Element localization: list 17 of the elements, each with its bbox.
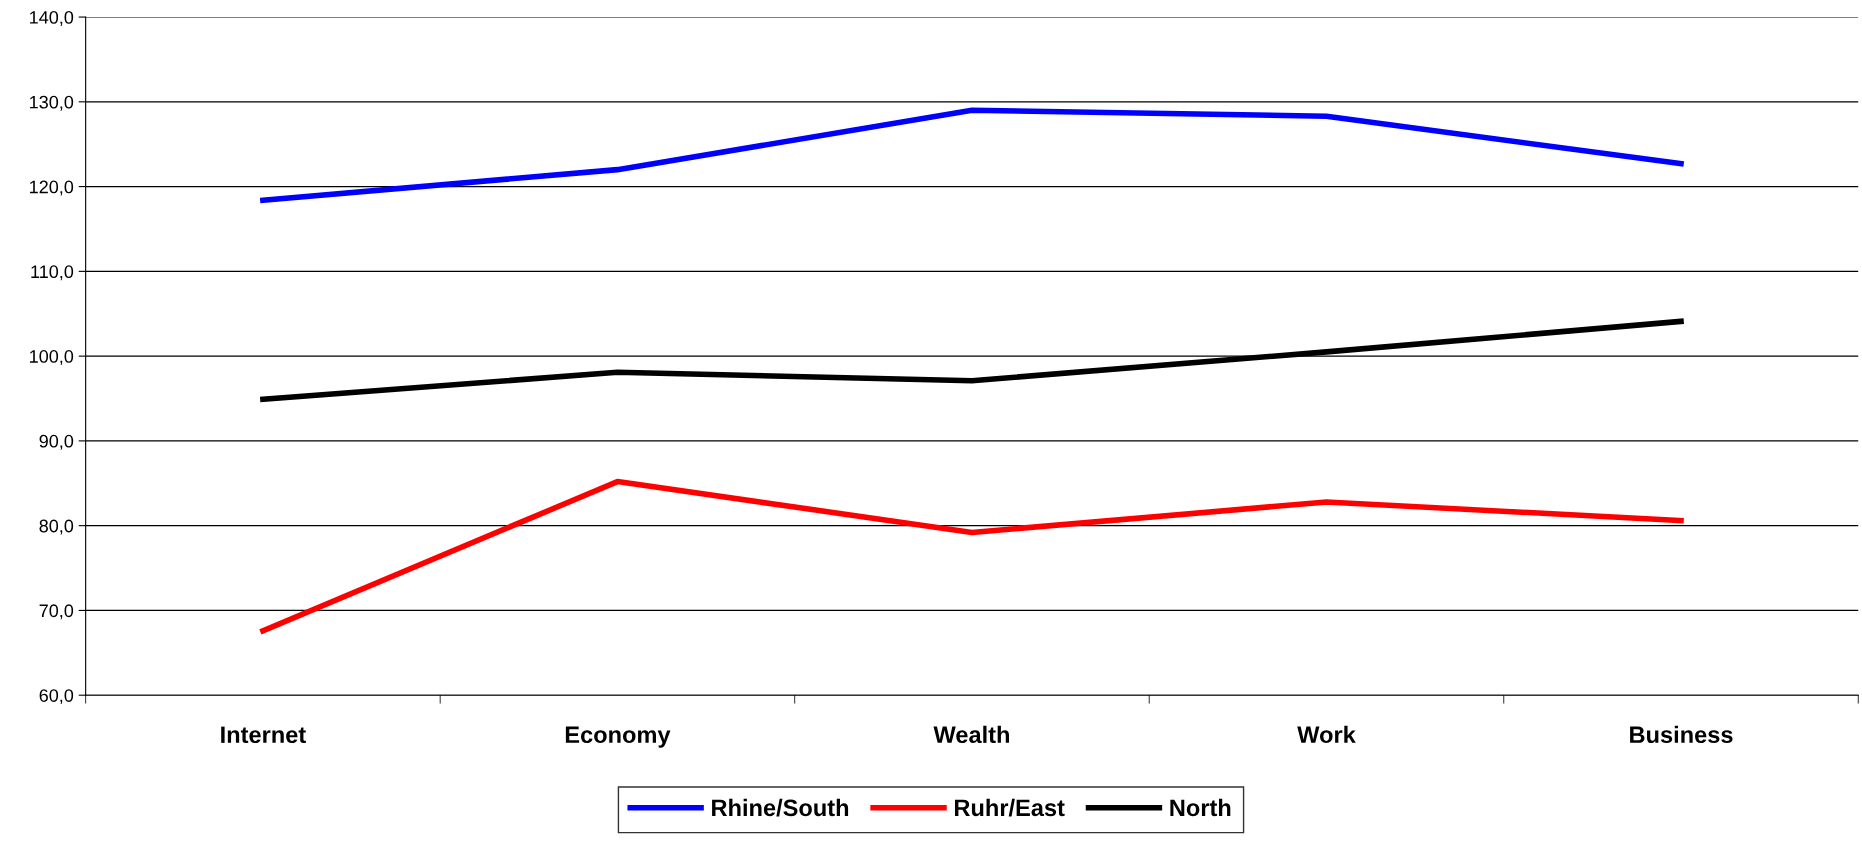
x-tick-label: Wealth [933,725,1009,744]
legend-label: Ruhr/East [955,798,1065,817]
x-tick-label: Economy [565,726,671,748]
legend-label: Rhine/South [712,798,849,817]
x-tick-label: Work [1297,725,1356,744]
legend-label: North [1170,798,1231,817]
y-tick-label: 60,0 [39,689,74,705]
y-tick-label: 100,0 [30,350,74,365]
y-tick-label: 80,0 [39,519,74,535]
x-tick-label: Internet [221,726,306,744]
y-tick-label: 70,0 [39,604,74,620]
y-tick-label: 120,0 [30,180,74,196]
x-tick-label: Business [1630,725,1733,744]
y-tick-label: 140,0 [30,10,74,26]
y-tick-label: 130,0 [30,95,74,111]
y-tick-label: 110,0 [31,265,74,281]
y-tick-label: 90,0 [39,434,74,450]
